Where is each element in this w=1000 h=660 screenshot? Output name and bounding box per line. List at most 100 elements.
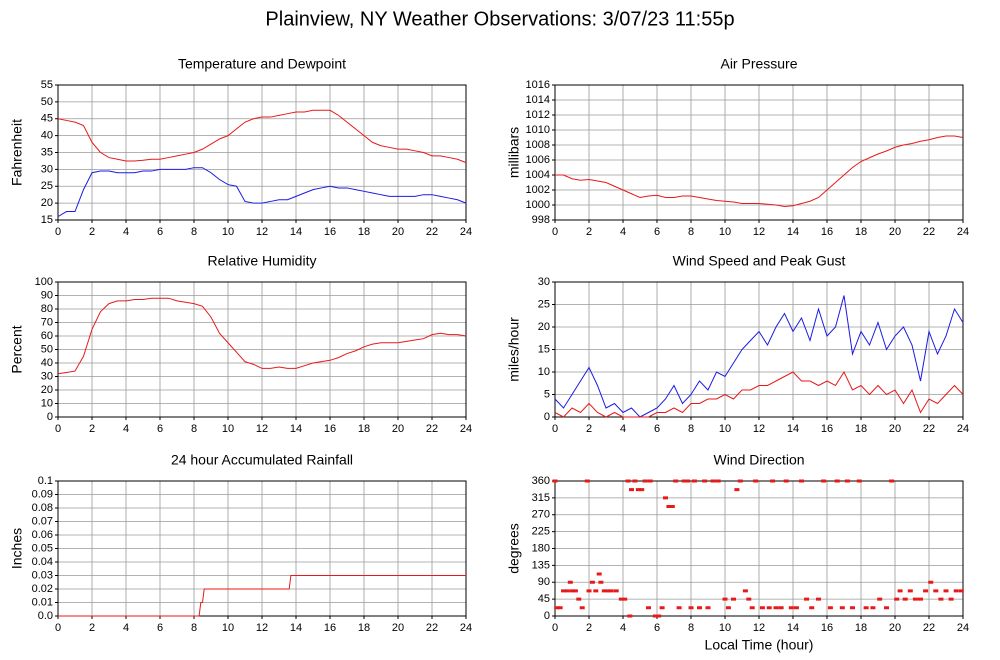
data-point bbox=[635, 488, 641, 492]
x-tick-label: 8 bbox=[688, 423, 694, 435]
plot-frame bbox=[554, 84, 964, 221]
data-point bbox=[870, 606, 876, 610]
data-point bbox=[788, 606, 794, 610]
x-tick-label: 8 bbox=[191, 622, 197, 634]
x-tick-label: 6 bbox=[654, 423, 660, 435]
data-point bbox=[933, 589, 939, 593]
data-point bbox=[759, 606, 765, 610]
x-tick-label: 14 bbox=[787, 423, 799, 435]
x-tick-label: 10 bbox=[222, 622, 234, 634]
x-tick-label: 2 bbox=[586, 226, 592, 238]
y-tick-label: 0.09 bbox=[32, 488, 53, 500]
data-point bbox=[586, 589, 592, 593]
data-point bbox=[613, 589, 619, 593]
data-point bbox=[605, 589, 611, 593]
data-point bbox=[804, 597, 810, 601]
x-tick-label: 12 bbox=[256, 226, 268, 238]
x-tick-label: 18 bbox=[855, 423, 867, 435]
y-tick-label: 60 bbox=[41, 330, 53, 342]
data-point bbox=[902, 597, 908, 601]
x-tick-label: 12 bbox=[753, 226, 765, 238]
y-tick-label: 270 bbox=[532, 509, 550, 521]
y-tick-label: 0.0 bbox=[38, 610, 53, 622]
data-point bbox=[809, 606, 815, 610]
y-tick-label: 40 bbox=[41, 357, 53, 369]
data-point bbox=[567, 580, 573, 584]
y-tick-label: 135 bbox=[532, 559, 550, 571]
x-tick-label: 22 bbox=[426, 423, 438, 435]
data-point bbox=[608, 589, 614, 593]
y-tick-label: 50 bbox=[41, 96, 53, 108]
data-point bbox=[629, 488, 634, 492]
y-tick-label: 1002 bbox=[526, 184, 550, 196]
subplot-title: Air Pressure bbox=[720, 56, 797, 72]
x-tick-label: 24 bbox=[957, 423, 969, 435]
data-point bbox=[863, 606, 869, 610]
x-tick-label: 8 bbox=[191, 423, 197, 435]
y-tick-label: 55 bbox=[41, 79, 53, 91]
data-point bbox=[912, 597, 918, 601]
data-point bbox=[816, 597, 821, 601]
x-tick-label: 16 bbox=[324, 423, 336, 435]
y-axis-label: millibars bbox=[506, 127, 522, 178]
y-tick-label: 0 bbox=[544, 610, 550, 622]
data-point bbox=[596, 572, 602, 576]
data-point bbox=[834, 479, 840, 483]
x-tick-label: 20 bbox=[889, 622, 901, 634]
x-tick-label: 24 bbox=[460, 226, 472, 238]
data-point bbox=[647, 479, 653, 483]
x-tick-label: 2 bbox=[89, 226, 95, 238]
y-tick-label: 5 bbox=[544, 388, 550, 400]
y-tick-label: 15 bbox=[41, 214, 53, 226]
x-axis-label: Local Time (hour) bbox=[705, 637, 814, 653]
x-tick-label: 0 bbox=[552, 226, 558, 238]
data-point bbox=[943, 589, 949, 593]
y-tick-label: 10 bbox=[41, 397, 53, 409]
data-point bbox=[948, 597, 954, 601]
data-point bbox=[688, 606, 694, 610]
x-tick-label: 20 bbox=[392, 622, 404, 634]
y-tick-label: 30 bbox=[41, 370, 53, 382]
x-tick-label: 16 bbox=[324, 622, 336, 634]
x-tick-label: 22 bbox=[923, 423, 935, 435]
x-tick-label: 10 bbox=[719, 622, 731, 634]
y-tick-label: 20 bbox=[41, 197, 53, 209]
x-tick-label: 14 bbox=[290, 226, 302, 238]
x-tick-label: 24 bbox=[957, 226, 969, 238]
data-point bbox=[618, 597, 624, 601]
x-tick-label: 18 bbox=[358, 423, 370, 435]
data-point bbox=[557, 606, 563, 610]
x-tick-label: 10 bbox=[719, 226, 731, 238]
y-tick-label: 1012 bbox=[526, 109, 550, 121]
y-tick-label: 100 bbox=[35, 276, 53, 288]
x-tick-label: 20 bbox=[392, 423, 404, 435]
x-tick-label: 24 bbox=[957, 622, 969, 634]
y-tick-label: 0.06 bbox=[32, 529, 53, 541]
data-point bbox=[877, 597, 883, 601]
y-tick-label: 0.08 bbox=[32, 502, 53, 514]
x-tick-label: 22 bbox=[923, 226, 935, 238]
data-point bbox=[589, 580, 595, 584]
data-point bbox=[734, 488, 740, 492]
y-tick-label: 15 bbox=[538, 343, 550, 355]
y-tick-label: 45 bbox=[538, 593, 550, 605]
y-tick-label: 0.1 bbox=[38, 475, 53, 487]
y-tick-label: 90 bbox=[538, 576, 550, 588]
data-point bbox=[564, 589, 570, 593]
x-tick-label: 12 bbox=[753, 423, 765, 435]
x-tick-label: 14 bbox=[787, 226, 799, 238]
data-point bbox=[928, 580, 934, 584]
data-line bbox=[58, 575, 466, 617]
x-tick-label: 12 bbox=[753, 622, 765, 634]
data-point bbox=[783, 479, 789, 483]
x-tick-label: 16 bbox=[324, 226, 336, 238]
y-tick-label: 1010 bbox=[526, 124, 550, 136]
x-tick-label: 10 bbox=[222, 423, 234, 435]
data-point bbox=[856, 479, 862, 483]
x-tick-label: 0 bbox=[552, 622, 558, 634]
y-tick-label: 1004 bbox=[526, 169, 550, 181]
data-point bbox=[572, 589, 578, 593]
plot-frame bbox=[57, 281, 467, 418]
y-tick-label: 0.02 bbox=[32, 583, 53, 595]
data-point bbox=[666, 505, 672, 508]
